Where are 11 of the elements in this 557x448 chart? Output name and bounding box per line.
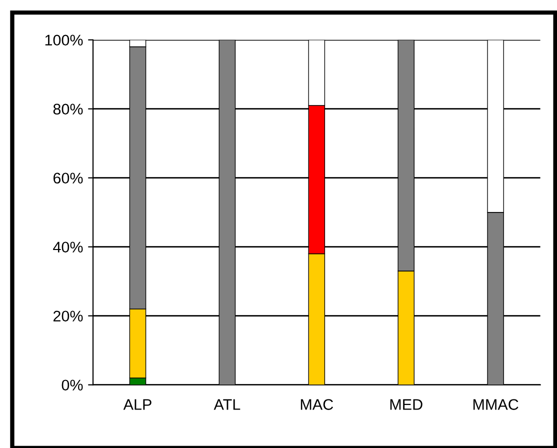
y-tick-label: 100% bbox=[45, 34, 83, 46]
x-tick-label: ATL bbox=[214, 399, 240, 410]
y-tick-label: 0% bbox=[62, 380, 83, 391]
y-tick-label: 60% bbox=[53, 172, 83, 184]
x-tick-label: MMAC bbox=[473, 399, 518, 410]
x-tick-label: MAC bbox=[300, 399, 334, 410]
x-tick-label: ALP bbox=[123, 399, 152, 410]
y-tick-label: 80% bbox=[53, 104, 83, 115]
x-tick-label: MED bbox=[390, 399, 422, 410]
y-tick-label: 20% bbox=[53, 310, 83, 322]
y-tick-label: 40% bbox=[53, 242, 83, 253]
